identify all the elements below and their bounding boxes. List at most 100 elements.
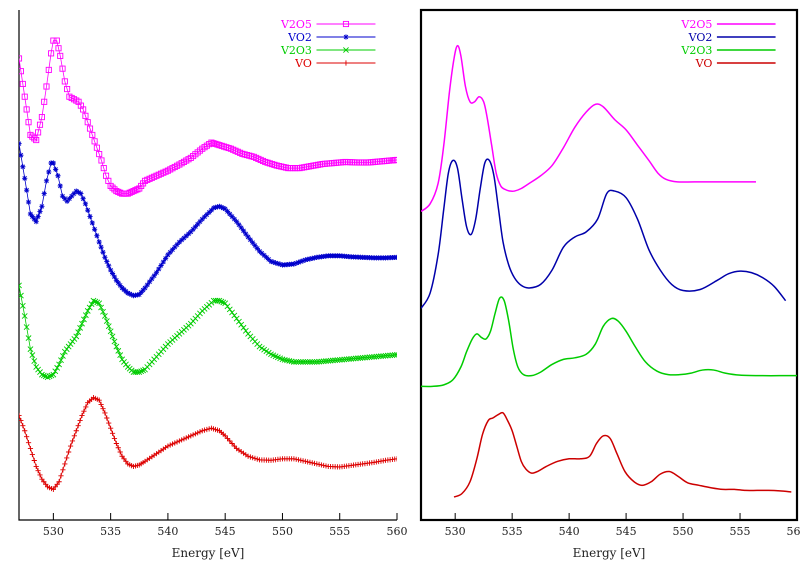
left-vo2-point: [218, 204, 224, 210]
right-legend-label-v2o5: V2O5: [680, 18, 712, 31]
left-vo-point: [231, 443, 237, 449]
left-v2o3-point: [216, 297, 223, 304]
left-v2o5-point: [19, 55, 23, 62]
left-vo-point: [29, 451, 35, 458]
left-vo2-point: [62, 196, 68, 202]
left-vo-point: [22, 428, 28, 434]
left-v2o3-point: [307, 358, 313, 365]
left-v2o3-point: [378, 353, 384, 360]
left-vo2-point: [156, 266, 162, 272]
left-v2o3-point: [341, 356, 348, 363]
left-x-tick-label-545: 545: [215, 525, 236, 538]
left-v2o3-point: [318, 358, 325, 365]
left-x-tick-label-535: 535: [100, 525, 121, 538]
left-vo-point: [192, 431, 198, 437]
left-vo2-point: [127, 291, 133, 297]
left-vo2-point: [78, 191, 84, 197]
left-v2o3-point: [384, 352, 391, 359]
right-legend-label-vo: VO: [695, 57, 713, 70]
left-vo-point: [185, 434, 192, 440]
left-vo2-point: [39, 203, 45, 209]
left-vo2-point: [238, 225, 244, 231]
left-v2o3-point: [58, 357, 64, 364]
left-v2o5-point: [126, 189, 133, 196]
left-v2o3-point: [77, 324, 84, 331]
left-vo2-point: [176, 239, 182, 245]
right-series-layer: [421, 44, 797, 498]
left-v2o3-point: [121, 358, 127, 365]
left-vo2-point: [266, 256, 272, 262]
left-legend-marker-v2o5: [342, 20, 350, 28]
left-vo-point: [305, 459, 311, 465]
left-v2o3-point: [35, 366, 42, 373]
left-vo-point: [295, 457, 302, 463]
left-vo2-point: [24, 187, 30, 193]
left-v2o3-point: [65, 343, 72, 350]
left-vo2-point: [25, 199, 32, 205]
left-vo2-point: [117, 282, 123, 288]
left-vo2-point: [165, 252, 171, 258]
left-vo2-point: [57, 183, 63, 189]
left-v2o3-point: [359, 354, 366, 361]
left-vo-point: [73, 428, 79, 434]
left-vo-point: [204, 426, 210, 433]
left-vo2-point: [158, 262, 164, 269]
left-vo2-point: [100, 249, 106, 255]
left-v2o3-point: [31, 358, 38, 364]
left-vo-point: [201, 427, 208, 433]
left-vo-point: [64, 455, 70, 461]
left-v2o3-point: [362, 354, 368, 361]
left-vo2-point: [20, 164, 26, 170]
left-legend-marker-vo2: [343, 34, 349, 40]
left-vo2-point: [29, 213, 35, 220]
left-v2o5-point: [55, 45, 62, 52]
left-series-vo-line: [19, 397, 397, 490]
left-vo2-point: [250, 240, 256, 246]
left-vo2-point: [192, 224, 198, 230]
left-v2o5-point: [38, 114, 45, 121]
left-v2o3-point: [218, 298, 225, 305]
right-plot-frame: [419, 8, 799, 522]
left-v2o3-point: [63, 346, 70, 353]
left-v2o3-point: [311, 358, 318, 365]
left-vo-point: [321, 462, 327, 469]
left-vo2-point: [211, 205, 217, 211]
left-v2o3-point: [103, 318, 110, 325]
left-vo-point: [60, 467, 66, 473]
left-v2o3-point: [101, 313, 108, 319]
left-vo2-point: [208, 207, 215, 213]
left-legend-label-vo: VO: [294, 57, 312, 70]
left-vo2-point: [167, 249, 173, 255]
left-v2o3-point: [242, 327, 249, 334]
left-vo-point: [302, 458, 308, 464]
left-vo-point: [247, 454, 253, 460]
left-x-axis-title: Energy [eV]: [172, 546, 245, 560]
left-v2o3-point: [286, 357, 293, 364]
left-v2o3-point: [75, 329, 82, 336]
left-vo2-point: [302, 257, 308, 263]
left-vo-point: [77, 417, 83, 424]
left-v2o5-point: [86, 125, 94, 132]
left-series-v2o3-line: [19, 285, 397, 378]
left-v2o3-point: [380, 353, 387, 359]
left-v2o3-point: [313, 358, 320, 365]
left-vo-point: [83, 404, 89, 410]
left-v2o3-point: [44, 374, 51, 381]
left-v2o5-point: [208, 139, 215, 146]
right-x-tick-label-550: 550: [673, 525, 694, 538]
left-vo-point: [108, 425, 114, 431]
left-vo-point: [309, 460, 315, 466]
left-v2o3-point: [281, 356, 288, 363]
left-v2o3-point: [345, 356, 352, 362]
left-v2o3-point: [279, 356, 286, 363]
left-v2o5-point: [41, 98, 48, 105]
left-v2o5-point: [128, 188, 135, 195]
left-v2o3-point: [300, 358, 306, 365]
left-v2o5-point: [393, 156, 397, 163]
left-v2o3-point: [382, 352, 389, 359]
left-vo2-point: [201, 214, 208, 220]
left-v2o5-point: [31, 135, 38, 142]
left-vo-point: [229, 440, 235, 447]
left-vo2-point: [55, 173, 61, 179]
